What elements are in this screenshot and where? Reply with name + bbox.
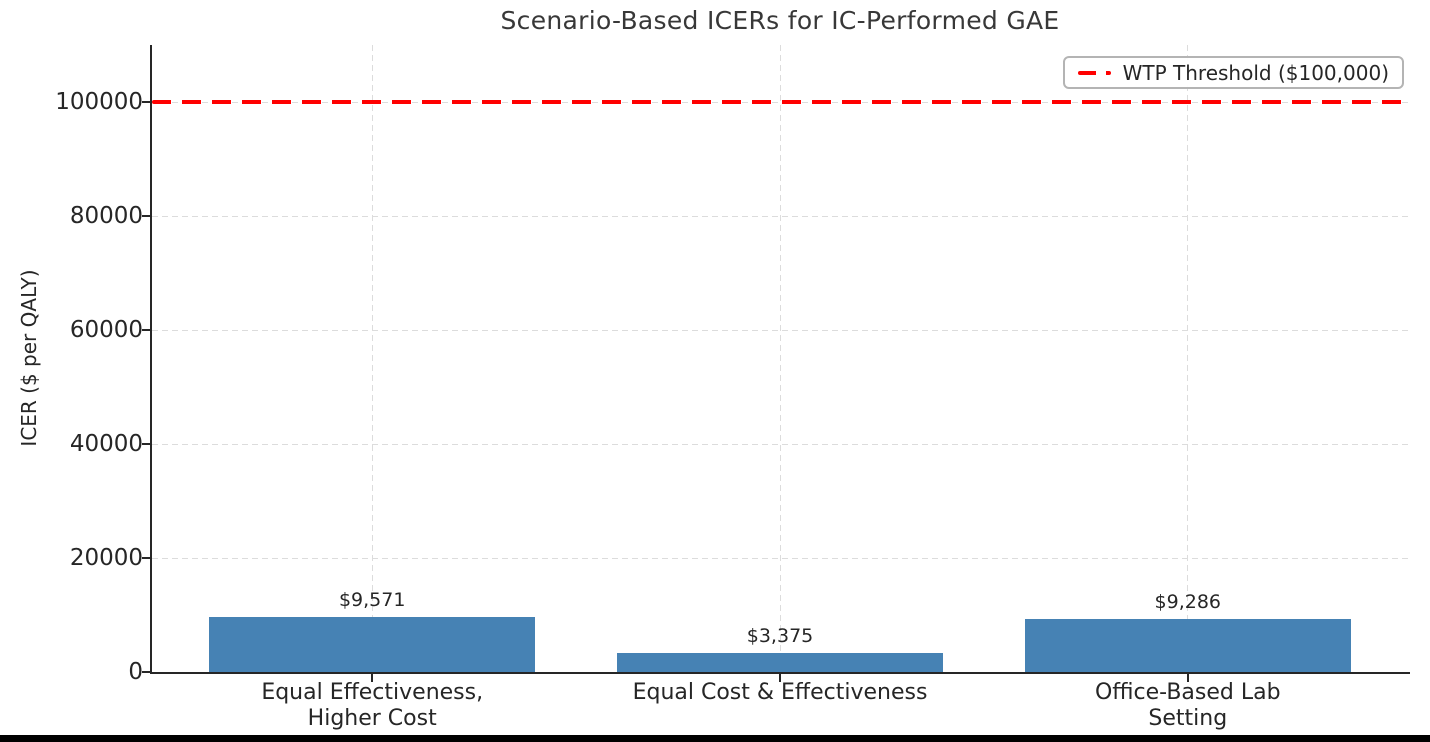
- y-tick-label: 20000: [69, 545, 143, 571]
- y-tick-label: 100000: [55, 89, 143, 115]
- bar: [1024, 619, 1351, 672]
- legend-dashed-line-sample: [1078, 70, 1111, 75]
- bar-value-label: $9,571: [338, 589, 406, 612]
- y-tick-mark: [142, 443, 150, 445]
- x-tick-label: Equal Cost & Effectiveness: [632, 680, 928, 705]
- y-tick-mark: [142, 557, 150, 559]
- x-tick-mark: [779, 674, 781, 682]
- legend-label: WTP Threshold ($100,000): [1122, 60, 1389, 85]
- y-tick-mark: [142, 671, 150, 673]
- x-tick-label: Equal Effectiveness, Higher Cost: [261, 680, 484, 731]
- x-tick-mark: [1186, 674, 1189, 682]
- v-gridline: [1187, 45, 1189, 672]
- v-gridline: [779, 45, 781, 672]
- bar: [616, 652, 944, 672]
- bar-value-label: $9,286: [1154, 591, 1222, 614]
- bottom-window-edge: [0, 735, 1430, 742]
- y-axis-spine: [150, 45, 152, 674]
- wtp-threshold-line: [152, 100, 1408, 104]
- x-axis-spine: [150, 672, 1410, 674]
- y-tick-label: 80000: [69, 203, 143, 229]
- y-tick-label: 0: [128, 659, 143, 685]
- y-tick-mark: [142, 215, 150, 217]
- chart-title: Scenario-Based ICERs for IC-Performed GA…: [500, 6, 1060, 35]
- y-tick-label: 40000: [69, 431, 143, 457]
- x-tick-mark: [371, 674, 374, 682]
- y-tick-mark: [142, 329, 150, 331]
- legend: WTP Threshold ($100,000): [1063, 56, 1404, 89]
- bar-value-label: $3,375: [746, 624, 814, 647]
- y-tick-label: 60000: [69, 317, 143, 343]
- x-tick-label: Office-Based Lab Setting: [1094, 680, 1281, 731]
- bar: [209, 617, 536, 672]
- y-tick-mark: [142, 101, 150, 103]
- v-gridline: [371, 45, 373, 672]
- y-axis-label: ICER ($ per QALY): [17, 269, 41, 447]
